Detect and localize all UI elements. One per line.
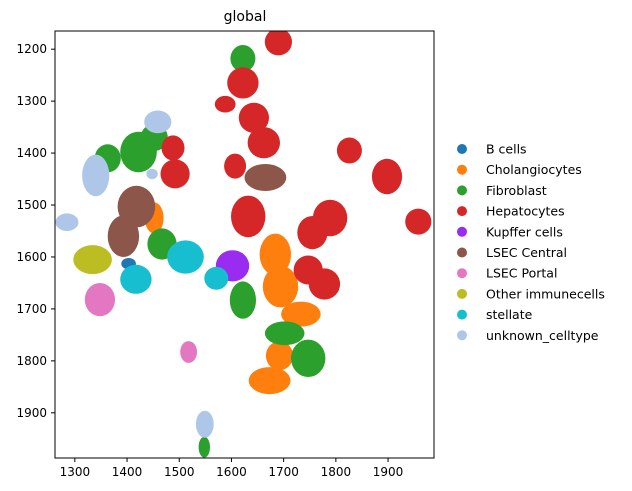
legend-marker xyxy=(457,268,467,279)
y-tick-label: 1600 xyxy=(16,250,47,264)
legend-marker xyxy=(457,226,467,237)
legend-marker xyxy=(457,247,467,258)
cell-unknown-celltype-1 xyxy=(82,154,110,197)
legend-marker xyxy=(457,164,467,175)
plot-frame xyxy=(54,30,435,459)
y-tick-label: 1200 xyxy=(16,42,47,56)
cell-lsec-portal-1 xyxy=(180,341,198,363)
y-tick-label: 1300 xyxy=(16,94,47,108)
cell-fibroblast-7 xyxy=(291,339,326,377)
legend-label: LSEC Portal xyxy=(486,266,557,281)
y-tick-label: 1900 xyxy=(16,406,47,420)
cell-other-immunecells-0 xyxy=(73,245,112,275)
y-tick-label: 1500 xyxy=(16,198,47,212)
legend-marker xyxy=(457,206,467,217)
x-tick-label: 1500 xyxy=(164,465,195,479)
legend-marker xyxy=(457,185,467,196)
legend-label: stellate xyxy=(486,307,533,322)
cell-cholangiocytes-5 xyxy=(248,367,291,395)
cell-hepatocytes-3 xyxy=(238,102,269,133)
y-tick-label: 1800 xyxy=(16,354,47,368)
cell-cholangiocytes-2 xyxy=(262,265,299,308)
cell-fibroblast-6 xyxy=(264,321,305,346)
x-tick-label: 1600 xyxy=(216,465,247,479)
legend-marker xyxy=(457,330,467,341)
cell-cholangiocytes-4 xyxy=(265,341,294,371)
legend-label: Cholangiocytes xyxy=(486,162,582,177)
legend: B cells Cholangiocytes Fibroblast Hepatocyt… xyxy=(457,142,605,343)
legend-label: Hepatocytes xyxy=(486,204,565,219)
x-tick-label: 1800 xyxy=(321,465,352,479)
legend-label: Fibroblast xyxy=(486,183,547,198)
cell-hepatocytes-15 xyxy=(308,268,341,300)
legend-label: unknown_celltype xyxy=(486,328,599,343)
x-tick-label: 1400 xyxy=(112,465,143,479)
cell-lsec-portal-0 xyxy=(84,283,115,317)
cell-unknown-celltype-0 xyxy=(144,110,172,134)
cells-layer xyxy=(55,31,432,458)
x-tick-label: 1900 xyxy=(373,465,404,479)
cell-lsec-central-2 xyxy=(244,164,287,191)
cell-cholangiocytes-1 xyxy=(259,233,291,276)
cell-hepatocytes-6 xyxy=(160,159,190,189)
cell-cholangiocytes-3 xyxy=(281,301,321,327)
cell-fibroblast-8 xyxy=(198,436,210,458)
chart-title: global xyxy=(224,9,267,25)
cell-unknown-celltype-3 xyxy=(55,213,79,231)
cell-hepatocytes-12 xyxy=(297,216,328,250)
cell-hepatocytes-4 xyxy=(247,127,280,159)
legend-label: B cells xyxy=(486,142,527,157)
cell-unknown-celltype-4 xyxy=(195,410,214,438)
y-tick-label: 1700 xyxy=(16,302,47,316)
y-tick-label: 1400 xyxy=(16,146,47,160)
legend-marker xyxy=(457,288,467,299)
cell-stellate-0 xyxy=(120,264,152,294)
cell-hepatocytes-1 xyxy=(227,67,259,99)
cell-hepatocytes-0 xyxy=(264,31,292,56)
cell-hepatocytes-7 xyxy=(224,153,247,179)
cell-hepatocytes-5 xyxy=(161,135,185,161)
cell-hepatocytes-13 xyxy=(405,208,432,235)
cell-fibroblast-0 xyxy=(230,45,256,72)
legend-marker xyxy=(457,144,467,154)
cell-hepatocytes-9 xyxy=(371,158,403,195)
cell-hepatocytes-2 xyxy=(214,95,236,113)
cell-fibroblast-5 xyxy=(229,281,256,319)
cell-unknown-celltype-2 xyxy=(146,168,158,180)
cell-lsec-central-1 xyxy=(107,215,140,257)
legend-label: Other immunecells xyxy=(486,286,605,301)
x-tick-label: 1700 xyxy=(268,465,299,479)
x-tick-label: 1300 xyxy=(60,465,91,479)
x-axis: 1300 1400 1500 1600 1700 1800 1900 xyxy=(60,458,404,479)
cell-hepatocytes-10 xyxy=(231,195,266,238)
legend-marker xyxy=(457,309,467,320)
cell-hepatocytes-8 xyxy=(336,137,362,164)
legend-label: LSEC Central xyxy=(486,245,567,260)
cell-stellate-1 xyxy=(167,240,204,274)
y-axis: 1200 1300 1400 1500 1600 1700 1800 1900 xyxy=(16,42,55,420)
cell-stellate-2 xyxy=(204,266,229,290)
legend-label: Kupffer cells xyxy=(486,224,563,239)
